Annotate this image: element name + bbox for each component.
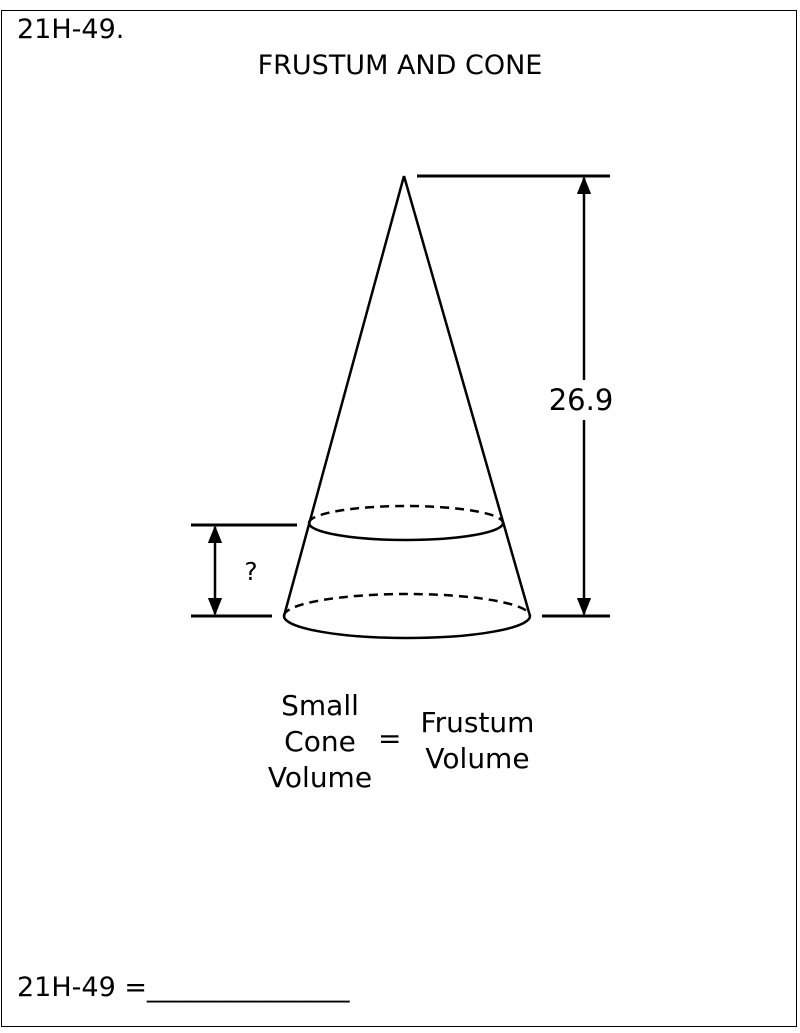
cut-ellipse-back bbox=[307, 504, 505, 524]
equals-sign: = bbox=[378, 722, 402, 755]
frustum-line2: Volume bbox=[425, 742, 530, 775]
answer-line[interactable]: 21H-49 =_______________ bbox=[17, 972, 350, 1003]
cut-ellipse-front bbox=[307, 522, 505, 542]
small-cone-line1: Small bbox=[281, 689, 359, 722]
small-cone-line2: Cone bbox=[284, 725, 356, 758]
page-border bbox=[1, 10, 797, 1027]
page-title: FRUSTUM AND CONE bbox=[257, 50, 543, 81]
frustum-line1: Frustum bbox=[420, 706, 535, 739]
cone-right-side bbox=[402, 175, 532, 617]
total-height-label: 26.9 bbox=[549, 383, 614, 417]
small-cone-volume-label: Small Cone Volume bbox=[250, 688, 390, 796]
frustum-volume-label: Frustum Volume bbox=[405, 705, 550, 777]
base-ellipse-front bbox=[282, 615, 532, 640]
cone-left-side bbox=[282, 175, 406, 617]
problem-id: 21H-49. bbox=[17, 14, 125, 45]
base-ellipse-back bbox=[282, 592, 532, 617]
frustum-height-label: ? bbox=[244, 557, 257, 586]
small-cone-line3: Volume bbox=[267, 761, 373, 794]
